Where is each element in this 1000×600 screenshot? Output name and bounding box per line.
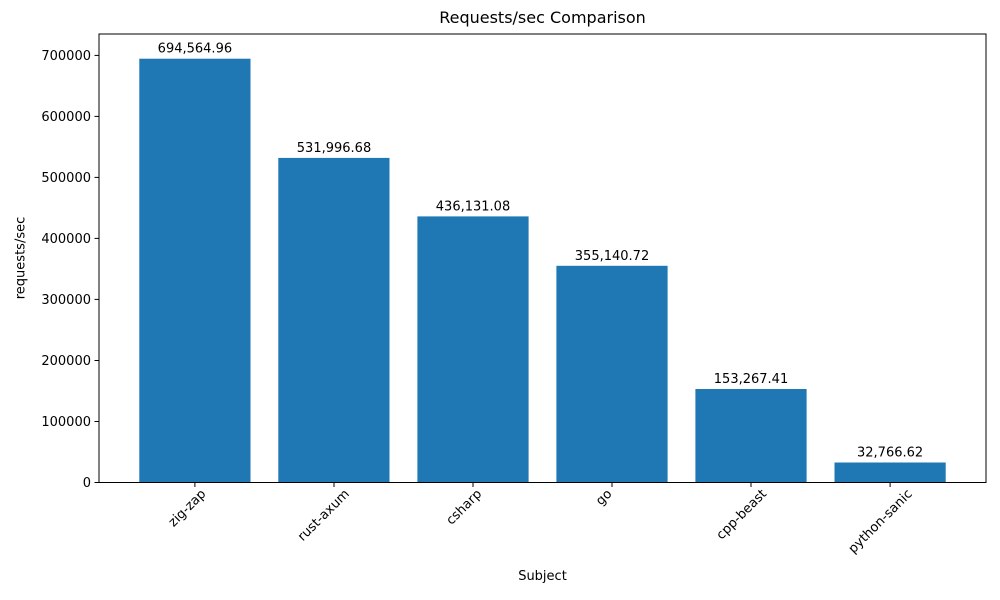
y-tick-label: 400000 — [41, 232, 91, 247]
y-tick-label: 200000 — [41, 354, 91, 369]
chart-title: Requests/sec Comparison — [439, 8, 646, 27]
y-tick-label: 600000 — [41, 110, 91, 125]
bar-zig-zap — [139, 58, 251, 483]
bar-value-label: 694,564.96 — [158, 42, 232, 57]
bar-value-label: 436,131.08 — [436, 199, 510, 214]
bar-go — [556, 265, 668, 483]
bar-csharp — [417, 216, 529, 483]
y-tick-label: 0 — [83, 476, 91, 491]
bar-value-label: 32,766.62 — [857, 446, 923, 461]
bar-python-sanic — [834, 462, 946, 483]
bar-value-label: 355,140.72 — [575, 249, 649, 264]
bar-value-label: 531,996.68 — [297, 141, 371, 156]
x-tick-label-rust-axum: rust-axum — [295, 487, 353, 545]
y-tick-label: 700000 — [41, 49, 91, 64]
x-tick-label-python-sanic: python-sanic — [846, 487, 916, 557]
bar-cpp-beast — [695, 389, 807, 483]
plot-frame — [98, 33, 987, 483]
x-axis-label: Subject — [518, 569, 567, 584]
bar-value-label: 153,267.41 — [714, 372, 788, 387]
y-tick-label: 500000 — [41, 171, 91, 186]
bar-rust-axum — [278, 157, 390, 483]
y-tick-label: 300000 — [41, 293, 91, 308]
x-tick-label-cpp-beast: cpp-beast — [714, 487, 770, 543]
x-tick-label-go: go — [593, 487, 615, 509]
x-tick-label-csharp: csharp — [444, 487, 486, 529]
y-tick-label: 100000 — [41, 415, 91, 430]
x-tick-label-zig-zap: zig-zap — [166, 487, 209, 530]
